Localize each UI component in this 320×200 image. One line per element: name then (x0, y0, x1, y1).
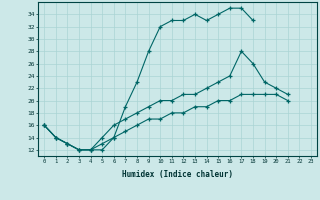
X-axis label: Humidex (Indice chaleur): Humidex (Indice chaleur) (122, 170, 233, 179)
